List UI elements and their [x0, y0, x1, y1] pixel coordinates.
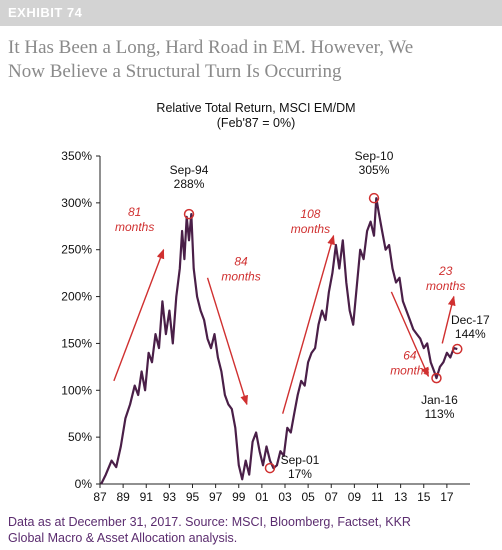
x-tick-label: 93	[163, 490, 177, 504]
source-note-line-1: Data as at December 31, 2017. Source: MS…	[8, 515, 411, 529]
chart-title: Relative Total Return, MSCI EM/DM	[156, 101, 355, 115]
trough-2001-label-value: 17%	[288, 467, 312, 481]
x-tick-label: 11	[371, 490, 384, 504]
y-tick-label: 100%	[61, 383, 92, 397]
source-note: Data as at December 31, 2017. Source: MS…	[8, 514, 494, 546]
trough-2016-label-value: 113%	[425, 407, 455, 421]
arrow-81-months	[113, 248, 165, 382]
peak-2010-label-value: 305%	[359, 163, 390, 177]
x-tick-label: 09	[348, 490, 362, 504]
trough-2016-marker	[431, 372, 442, 384]
move-108-label-num: 108	[300, 207, 320, 221]
x-tick-label: 13	[394, 490, 408, 504]
x-tick-label: 15	[417, 490, 431, 504]
x-tick-label: 05	[301, 490, 315, 504]
move-64-label-num: 64	[403, 348, 417, 362]
y-tick-label: 0%	[75, 477, 93, 491]
move-23-label-num: 23	[438, 264, 453, 278]
trough-2016-label-date: Jan-16	[421, 393, 458, 407]
move-64-label-unit: months	[390, 363, 429, 377]
move-81-label-unit: months	[115, 220, 154, 234]
move-108-label-unit: months	[291, 222, 330, 236]
y-tick-label: 300%	[61, 196, 92, 210]
x-tick-label: 01	[255, 490, 269, 504]
dec-17-label-date: Dec-17	[451, 313, 490, 327]
x-tick-label: 17	[440, 490, 454, 504]
y-tick-label: 150%	[61, 336, 92, 350]
x-tick-label: 99	[232, 490, 246, 504]
source-note-line-2: Global Macro & Asset Allocation analysis…	[8, 531, 238, 545]
x-tick-label: 97	[209, 490, 223, 504]
move-23-label-unit: months	[426, 279, 465, 293]
exhibit-number: EXHIBIT 74	[8, 5, 83, 20]
peak-1994-marker	[183, 208, 195, 220]
line-chart: Relative Total Return, MSCI EM/DM(Feb'87…	[61, 101, 490, 504]
trough-2001-label-date: Sep-01	[281, 453, 320, 467]
arrow-108-months	[282, 234, 335, 414]
headline-line-1: It Has Been a Long, Hard Road in EM. How…	[8, 37, 414, 58]
x-tick-label: 07	[325, 490, 339, 504]
move-84-label-num: 84	[234, 255, 248, 269]
arrow-64-months	[390, 291, 430, 378]
move-84-label-unit: months	[221, 270, 260, 284]
y-tick-label: 250%	[61, 243, 92, 257]
move-81-label-num: 81	[128, 205, 141, 219]
dec-17-label-value: 144%	[455, 327, 486, 341]
series-line	[100, 197, 458, 485]
x-tick-label: 91	[140, 490, 154, 504]
peak-2010-label-date: Sep-10	[355, 149, 394, 163]
dec-17-marker	[452, 343, 463, 355]
y-tick-label: 50%	[68, 430, 92, 444]
x-tick-label: 95	[186, 490, 200, 504]
exhibit-header-bar: EXHIBIT 74	[0, 0, 502, 26]
peak-1994-label-value: 288%	[174, 177, 205, 191]
chart-subtitle: (Feb'87 = 0%)	[217, 116, 295, 130]
y-tick-label: 200%	[61, 290, 92, 304]
peak-2010-marker	[368, 192, 380, 204]
x-tick-label: 89	[116, 490, 130, 504]
trough-2001-marker	[264, 462, 276, 474]
arrow-23-months	[441, 295, 456, 344]
y-tick-label: 350%	[61, 149, 92, 163]
arrow-84-months	[206, 277, 248, 406]
x-tick-label: 87	[93, 490, 107, 504]
headline-line-2: Now Believe a Structural Turn Is Occurri…	[8, 61, 342, 82]
x-tick-label: 03	[278, 490, 292, 504]
peak-1994-label-date: Sep-94	[170, 163, 209, 177]
